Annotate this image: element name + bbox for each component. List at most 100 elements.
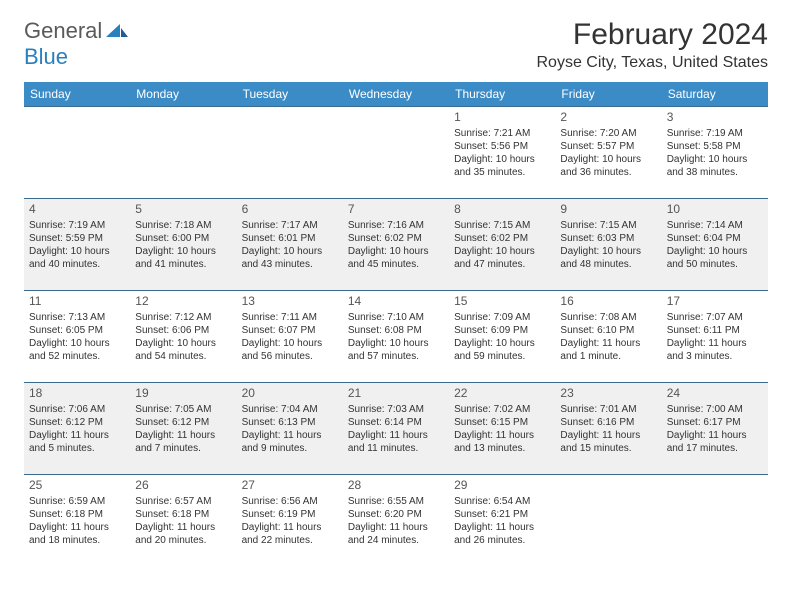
sunrise-text: Sunrise: 7:11 AM [242,311,338,324]
daylight-text: and 54 minutes. [135,350,231,363]
daylight-text: and 5 minutes. [29,442,125,455]
sunrise-text: Sunrise: 6:55 AM [348,495,444,508]
day-number: 21 [348,386,444,402]
sunrise-text: Sunrise: 6:54 AM [454,495,550,508]
calendar-day-cell: 23Sunrise: 7:01 AMSunset: 6:16 PMDayligh… [555,383,661,475]
day-number: 15 [454,294,550,310]
calendar-day-cell: 29Sunrise: 6:54 AMSunset: 6:21 PMDayligh… [449,475,555,567]
location-text: Royse City, Texas, United States [536,54,768,72]
calendar-day-cell: 16Sunrise: 7:08 AMSunset: 6:10 PMDayligh… [555,291,661,383]
calendar-day-cell: 26Sunrise: 6:57 AMSunset: 6:18 PMDayligh… [130,475,236,567]
sunset-text: Sunset: 6:19 PM [242,508,338,521]
calendar-day-cell: 9Sunrise: 7:15 AMSunset: 6:03 PMDaylight… [555,199,661,291]
day-number: 28 [348,478,444,494]
sunset-text: Sunset: 5:57 PM [560,140,656,153]
daylight-text: Daylight: 10 hours [560,245,656,258]
sunrise-text: Sunrise: 7:07 AM [667,311,763,324]
calendar-day-cell [24,107,130,199]
day-number: 17 [667,294,763,310]
logo-text: General Blue [24,18,128,70]
day-number: 10 [667,202,763,218]
sunrise-text: Sunrise: 7:18 AM [135,219,231,232]
sunset-text: Sunset: 5:59 PM [29,232,125,245]
sunset-text: Sunset: 5:56 PM [454,140,550,153]
calendar-week-row: 18Sunrise: 7:06 AMSunset: 6:12 PMDayligh… [24,383,768,475]
weekday-header: Saturday [662,82,768,107]
daylight-text: Daylight: 10 hours [135,245,231,258]
sunset-text: Sunset: 6:00 PM [135,232,231,245]
day-number: 3 [667,110,763,126]
calendar-day-cell: 22Sunrise: 7:02 AMSunset: 6:15 PMDayligh… [449,383,555,475]
daylight-text: and 40 minutes. [29,258,125,271]
weekday-header: Thursday [449,82,555,107]
sunrise-text: Sunrise: 7:19 AM [667,127,763,140]
header: General Blue February 2024 Royse City, T… [24,18,768,72]
daylight-text: Daylight: 10 hours [348,245,444,258]
sunrise-text: Sunrise: 7:13 AM [29,311,125,324]
daylight-text: and 41 minutes. [135,258,231,271]
daylight-text: Daylight: 11 hours [454,521,550,534]
weekday-header: Wednesday [343,82,449,107]
daylight-text: and 24 minutes. [348,534,444,547]
sunrise-text: Sunrise: 7:06 AM [29,403,125,416]
day-number: 25 [29,478,125,494]
daylight-text: and 26 minutes. [454,534,550,547]
calendar-day-cell: 24Sunrise: 7:00 AMSunset: 6:17 PMDayligh… [662,383,768,475]
day-number: 12 [135,294,231,310]
sunrise-text: Sunrise: 7:12 AM [135,311,231,324]
daylight-text: Daylight: 10 hours [135,337,231,350]
sunrise-text: Sunrise: 6:57 AM [135,495,231,508]
calendar-day-cell: 13Sunrise: 7:11 AMSunset: 6:07 PMDayligh… [237,291,343,383]
sunset-text: Sunset: 6:20 PM [348,508,444,521]
daylight-text: Daylight: 11 hours [560,429,656,442]
daylight-text: Daylight: 10 hours [454,153,550,166]
logo: General Blue [24,18,128,70]
day-number: 7 [348,202,444,218]
daylight-text: and 9 minutes. [242,442,338,455]
daylight-text: and 57 minutes. [348,350,444,363]
day-number: 20 [242,386,338,402]
calendar-day-cell: 21Sunrise: 7:03 AMSunset: 6:14 PMDayligh… [343,383,449,475]
daylight-text: and 56 minutes. [242,350,338,363]
calendar-day-cell: 10Sunrise: 7:14 AMSunset: 6:04 PMDayligh… [662,199,768,291]
daylight-text: Daylight: 11 hours [667,429,763,442]
month-title: February 2024 [536,18,768,52]
calendar-day-cell: 20Sunrise: 7:04 AMSunset: 6:13 PMDayligh… [237,383,343,475]
daylight-text: Daylight: 10 hours [348,337,444,350]
day-number: 22 [454,386,550,402]
daylight-text: Daylight: 10 hours [454,337,550,350]
daylight-text: and 59 minutes. [454,350,550,363]
calendar-day-cell: 27Sunrise: 6:56 AMSunset: 6:19 PMDayligh… [237,475,343,567]
sunrise-text: Sunrise: 7:01 AM [560,403,656,416]
calendar-day-cell: 11Sunrise: 7:13 AMSunset: 6:05 PMDayligh… [24,291,130,383]
daylight-text: and 52 minutes. [29,350,125,363]
day-number: 29 [454,478,550,494]
sunrise-text: Sunrise: 7:14 AM [667,219,763,232]
sunset-text: Sunset: 6:06 PM [135,324,231,337]
daylight-text: and 17 minutes. [667,442,763,455]
calendar-day-cell [555,475,661,567]
sunrise-text: Sunrise: 7:09 AM [454,311,550,324]
sunrise-text: Sunrise: 6:59 AM [29,495,125,508]
day-number: 14 [348,294,444,310]
daylight-text: and 50 minutes. [667,258,763,271]
sunset-text: Sunset: 6:01 PM [242,232,338,245]
day-number: 13 [242,294,338,310]
sunrise-text: Sunrise: 7:00 AM [667,403,763,416]
daylight-text: Daylight: 11 hours [667,337,763,350]
sunset-text: Sunset: 6:14 PM [348,416,444,429]
calendar-day-cell [343,107,449,199]
daylight-text: Daylight: 10 hours [560,153,656,166]
daylight-text: Daylight: 11 hours [454,429,550,442]
calendar-day-cell: 19Sunrise: 7:05 AMSunset: 6:12 PMDayligh… [130,383,236,475]
day-number: 4 [29,202,125,218]
logo-text-part2: Blue [24,44,68,69]
sunset-text: Sunset: 6:12 PM [135,416,231,429]
calendar-week-row: 4Sunrise: 7:19 AMSunset: 5:59 PMDaylight… [24,199,768,291]
day-number: 5 [135,202,231,218]
sunset-text: Sunset: 6:12 PM [29,416,125,429]
sunset-text: Sunset: 6:02 PM [348,232,444,245]
sunrise-text: Sunrise: 7:16 AM [348,219,444,232]
sunrise-text: Sunrise: 7:21 AM [454,127,550,140]
sunset-text: Sunset: 6:17 PM [667,416,763,429]
